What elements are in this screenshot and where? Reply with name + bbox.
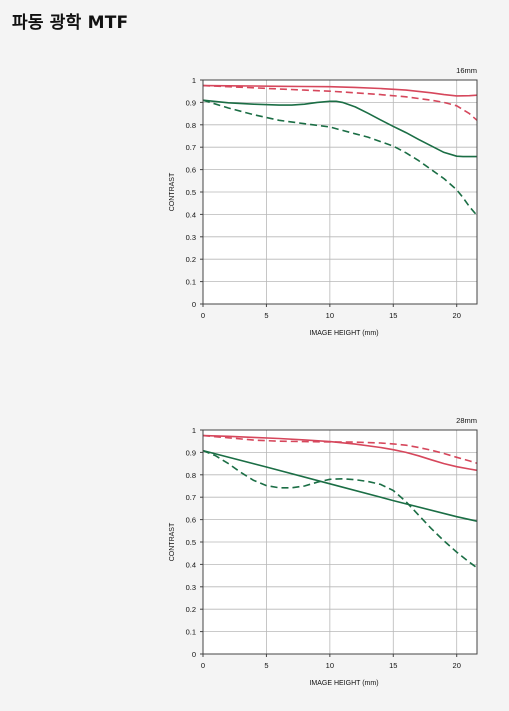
y-tick-label: 0 [192, 650, 196, 659]
series-line-green-solid [202, 449, 478, 522]
y-tick-label: 0.9 [186, 98, 196, 107]
x-tick-label: 10 [326, 661, 334, 670]
chart-title: 16mm [456, 66, 477, 75]
y-tick-label: 0.1 [186, 628, 196, 637]
x-tick-label: 0 [201, 311, 205, 320]
x-axis-label: IMAGE HEIGHT (mm) [309, 330, 378, 337]
y-tick-label: 0.8 [186, 471, 196, 480]
x-axis-label: IMAGE HEIGHT (mm) [309, 680, 378, 687]
mtf-chart-1-svg: 00.10.20.30.40.50.60.70.80.910 5 10 15 2016m… [169, 66, 478, 337]
y-tick-label: 0.7 [186, 143, 196, 152]
y-tick-label: 0.4 [186, 210, 196, 219]
y-tick-label: 0.1 [186, 278, 196, 287]
mtf-chart-2: 0 0.1 0.2 0.3 0.4 0.5 0.6 0.7 0.8 0.9 1 0 5 10 15 20 28m… [0, 410, 509, 700]
mtf-chart-2-svg: 00.10.20.30.40.50.60.70.80.910 5 10 15 2028m… [169, 416, 478, 687]
chart-title: 28mm [456, 416, 477, 425]
y-tick-label: 0.7 [186, 493, 196, 502]
x-tick-label: 0 [201, 661, 205, 670]
x-tick-label: 10 [326, 311, 334, 320]
y-tick-label: 0.3 [186, 233, 196, 242]
y-tick-label: 0.8 [186, 121, 196, 130]
series-line-red-dashed [202, 434, 478, 464]
series-line-red-solid [202, 84, 478, 97]
y-tick-label: 0.2 [186, 605, 196, 614]
series-line-red-dashed [202, 84, 478, 121]
x-tick-label: 5 [264, 661, 268, 670]
y-tick-label: 1 [192, 76, 196, 85]
y-tick-label: 0.9 [186, 448, 196, 457]
series-line-green-dashed [202, 99, 478, 217]
page-title: 파동 광학 MTF [12, 13, 129, 33]
y-tick-label: 0.4 [186, 560, 196, 569]
x-tick-label: 15 [389, 661, 397, 670]
y-tick-label: 0.5 [186, 538, 196, 547]
y-tick-label: 0 [192, 300, 196, 309]
x-tick-label: 20 [453, 311, 461, 320]
y-axis-label: CONTRAST [169, 522, 176, 561]
series-line-green-solid [202, 99, 477, 158]
mtf-chart-1: 0 0.1 0.2 0.3 0.4 0.5 0.6 0.7 0.8 0.9 1 0 5 10 15 20 16m… [0, 60, 509, 350]
x-tick-label: 5 [264, 311, 268, 320]
y-tick-label: 1 [192, 426, 196, 435]
series-line-red-solid [202, 434, 478, 472]
y-tick-label: 0.6 [186, 516, 196, 525]
y-tick-label: 0.3 [186, 583, 196, 592]
y-tick-label: 0.6 [186, 166, 196, 175]
x-tick-label: 20 [453, 661, 461, 670]
x-tick-label: 15 [389, 311, 397, 320]
y-axis-label: CONTRAST [169, 172, 176, 211]
y-tick-label: 0.5 [186, 188, 196, 197]
y-tick-label: 0.2 [186, 255, 196, 264]
